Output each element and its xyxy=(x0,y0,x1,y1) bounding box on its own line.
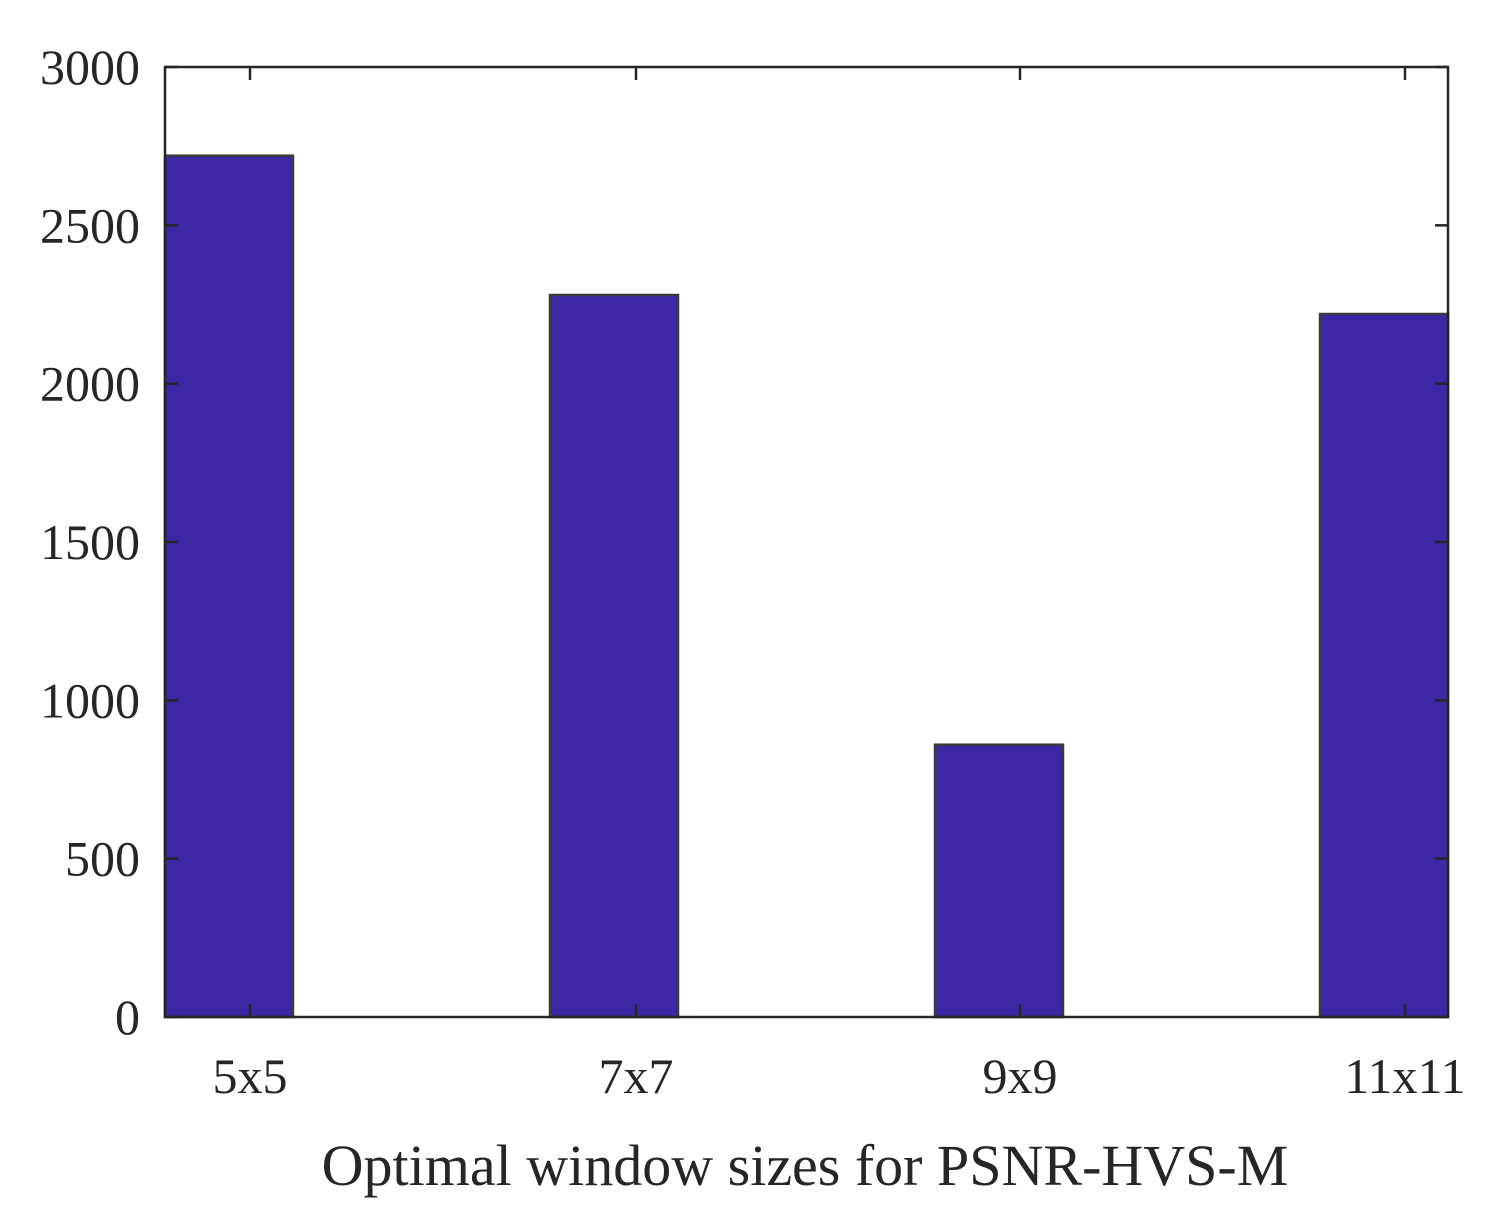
y-tick-label-2000: 2000 xyxy=(40,356,140,412)
bar-5x5 xyxy=(163,154,295,1019)
y-tick-label-1500: 1500 xyxy=(40,514,140,570)
y-tick-label-500: 500 xyxy=(65,831,140,887)
bar-9x9 xyxy=(933,743,1065,1019)
y-tick-label-0: 0 xyxy=(115,989,140,1045)
x-tick-label-5x5: 5x5 xyxy=(213,1048,288,1104)
bar-11x11 xyxy=(1318,312,1450,1019)
axes-layer xyxy=(163,65,1450,1019)
y-tick-label-1000: 1000 xyxy=(40,672,140,728)
y-tick-label-2500: 2500 xyxy=(40,197,140,253)
bar-7x7 xyxy=(548,293,680,1019)
bars-layer xyxy=(163,154,1450,1019)
x-tick-label-11x11: 11x11 xyxy=(1344,1048,1465,1104)
x-tick-label-9x9: 9x9 xyxy=(983,1048,1058,1104)
axes-box xyxy=(163,65,1450,1019)
x-axis-title: Optimal window sizes for PSNR-HVS-M xyxy=(322,1133,1289,1198)
y-tick-label-3000: 3000 xyxy=(40,39,140,95)
labels-layer: 0 500 1000 1500 2000 2500 3000 5x5 7x7 9x9 11x11 xyxy=(40,39,1466,1104)
x-tick-label-7x7: 7x7 xyxy=(599,1048,674,1104)
